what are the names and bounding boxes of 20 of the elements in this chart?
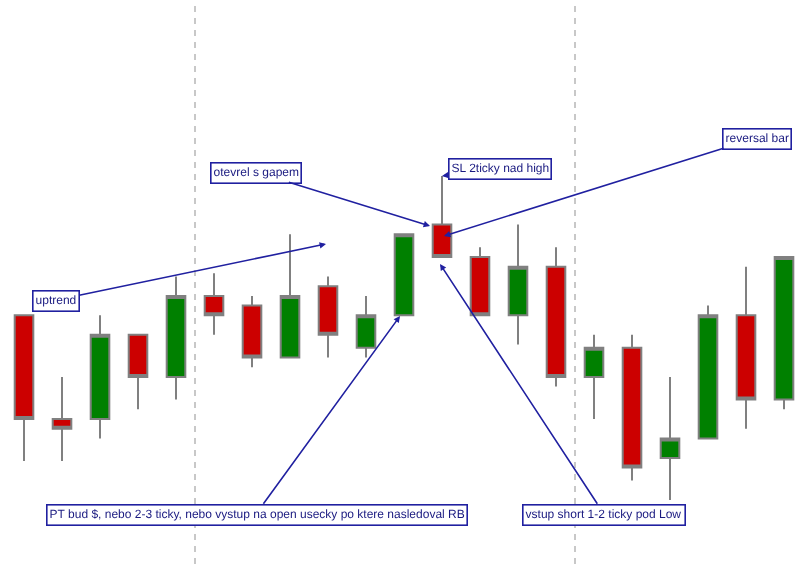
candlestick [507,223,529,346]
candlestick [241,294,263,369]
candlestick [317,275,339,359]
candlestick [735,265,757,430]
candlestick [127,333,149,411]
candlestick [13,314,35,463]
candlestick [89,314,111,440]
candlestick [393,233,415,317]
candlestick [203,272,225,336]
candlestick [51,375,73,463]
candlestick [621,333,643,482]
candlestick [545,246,567,388]
candlestick [773,256,795,411]
candlestick [659,375,681,501]
candlestick [165,275,187,401]
candlestick [355,294,377,359]
candlestick [583,333,605,420]
candlestick [279,233,301,359]
candlestick [469,246,491,317]
candlestick [697,304,719,440]
